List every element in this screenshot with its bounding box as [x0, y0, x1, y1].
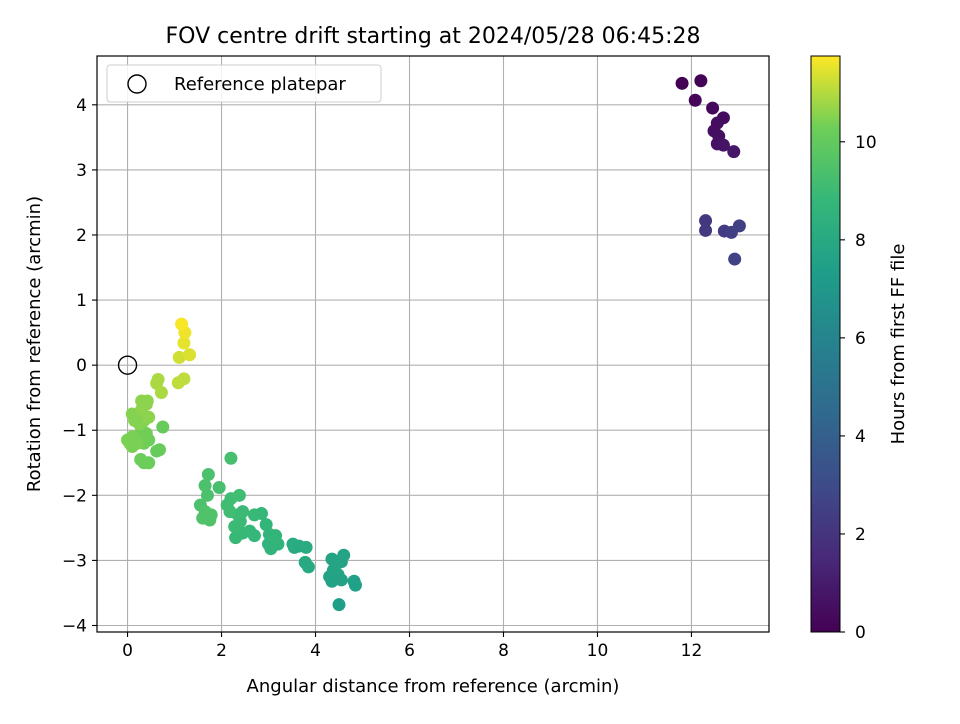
- y-tick-label: −4: [62, 616, 87, 636]
- data-point: [140, 394, 154, 408]
- legend-label: Reference platepar: [174, 74, 346, 95]
- data-point: [732, 219, 746, 233]
- data-point: [121, 433, 135, 447]
- y-tick-label: −3: [62, 551, 87, 571]
- data-point: [716, 138, 730, 152]
- data-point: [699, 223, 713, 237]
- x-tick-label: 12: [681, 641, 703, 661]
- y-tick-label: −2: [62, 486, 87, 506]
- data-point: [224, 451, 238, 465]
- data-point: [286, 537, 300, 551]
- data-point: [172, 350, 186, 364]
- chart-title: FOV centre drift starting at 2024/05/28 …: [166, 24, 701, 49]
- colorbar-tick-label: 10: [855, 133, 877, 153]
- data-point: [728, 252, 742, 266]
- grid-lines: [97, 56, 769, 632]
- data-point: [706, 101, 720, 115]
- y-tick-label: −1: [62, 421, 87, 441]
- legend: Reference platepar: [106, 64, 382, 103]
- data-point: [337, 548, 351, 562]
- scatter-points: [121, 74, 746, 612]
- y-axis-label: Rotation from reference (arcmin): [24, 196, 45, 492]
- y-tick-label: 3: [76, 161, 87, 181]
- data-point: [688, 93, 702, 107]
- x-tick-label: 10: [587, 641, 609, 661]
- data-point: [201, 467, 215, 481]
- y-tick-label: 1: [76, 291, 87, 311]
- x-axis-label: Angular distance from reference (arcmin): [247, 676, 620, 697]
- x-axis-ticks: 0 2 4 6 8 10 12: [122, 632, 702, 661]
- colorbar-tick-label: 8: [855, 231, 866, 251]
- colorbar-tick-label: 2: [855, 525, 866, 545]
- data-point: [675, 76, 689, 90]
- data-point: [150, 376, 164, 390]
- reference-platepar-marker: [117, 355, 138, 375]
- data-point: [332, 598, 346, 612]
- x-tick-label: 4: [310, 641, 321, 661]
- x-tick-label: 0: [122, 641, 133, 661]
- legend-box: [106, 64, 382, 103]
- y-tick-label: 0: [76, 356, 87, 376]
- colorbar: 0 2 4 6 8 10 Hours from first FF file: [810, 55, 909, 643]
- colorbar-tick-label: 6: [855, 329, 866, 349]
- data-point: [232, 488, 246, 502]
- data-point: [175, 317, 189, 331]
- data-point: [694, 74, 708, 88]
- colorbar-tick-label: 4: [855, 427, 866, 447]
- data-point: [259, 518, 273, 532]
- data-point: [262, 527, 276, 541]
- colorbar-tick-label: 0: [855, 623, 866, 643]
- data-point: [177, 372, 191, 386]
- data-point: [150, 444, 164, 458]
- y-tick-label: 2: [76, 226, 87, 246]
- data-point: [299, 540, 313, 554]
- data-point: [212, 481, 226, 495]
- colorbar-ticks: 0 2 4 6 8 10: [840, 133, 877, 643]
- data-point: [229, 531, 243, 545]
- x-tick-label: 6: [404, 641, 415, 661]
- plot-frame: [96, 55, 770, 633]
- data-point: [298, 555, 312, 569]
- x-tick-label: 2: [216, 641, 227, 661]
- data-point: [203, 513, 217, 527]
- data-point: [183, 348, 197, 362]
- colorbar-gradient: [810, 55, 841, 633]
- colorbar-label: Hours from first FF file: [888, 244, 909, 445]
- legend-marker-icon: [127, 74, 147, 94]
- y-axis-ticks: −4 −3 −2 −1 0 1 2 3 4: [62, 96, 97, 636]
- data-point: [177, 336, 191, 350]
- data-point: [134, 453, 148, 467]
- data-point: [198, 479, 212, 493]
- data-point: [156, 420, 170, 434]
- data-point: [347, 574, 361, 588]
- data-point: [236, 505, 250, 519]
- y-tick-label: 4: [76, 96, 87, 116]
- data-point: [699, 214, 713, 228]
- x-tick-label: 8: [498, 641, 509, 661]
- data-point: [247, 508, 261, 522]
- data-point: [200, 488, 214, 502]
- data-point: [727, 145, 741, 159]
